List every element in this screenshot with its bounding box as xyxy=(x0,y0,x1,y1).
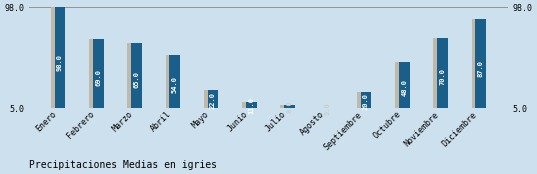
Text: 87.0: 87.0 xyxy=(478,60,484,77)
Bar xyxy=(280,105,291,114)
Bar xyxy=(357,92,368,114)
X-axis label: Precipitaciones Medias en igries: Precipitaciones Medias en igries xyxy=(29,160,217,170)
Text: 11.0: 11.0 xyxy=(248,97,255,114)
Bar xyxy=(242,102,253,114)
Text: 5.0: 5.0 xyxy=(325,102,331,115)
Text: 48.0: 48.0 xyxy=(401,79,408,96)
Text: 20.0: 20.0 xyxy=(363,93,369,110)
Bar xyxy=(93,39,104,114)
Text: 22.0: 22.0 xyxy=(210,92,216,109)
Text: 54.0: 54.0 xyxy=(172,76,178,93)
Bar xyxy=(131,43,142,114)
Bar xyxy=(399,62,410,114)
Text: 69.0: 69.0 xyxy=(95,69,101,86)
Text: 8.0: 8.0 xyxy=(287,101,293,113)
Bar xyxy=(475,19,486,114)
Bar xyxy=(318,108,329,114)
Bar xyxy=(204,90,215,114)
Bar xyxy=(55,7,66,114)
Bar xyxy=(208,90,219,114)
Bar xyxy=(361,92,372,114)
Bar xyxy=(246,102,257,114)
Bar xyxy=(322,108,333,114)
Bar xyxy=(169,55,180,114)
Bar xyxy=(165,55,176,114)
Bar xyxy=(471,19,482,114)
Bar xyxy=(437,38,448,114)
Bar xyxy=(284,105,295,114)
Bar xyxy=(433,38,444,114)
Text: 65.0: 65.0 xyxy=(134,70,140,88)
Bar xyxy=(51,7,62,114)
Text: 98.0: 98.0 xyxy=(57,54,63,71)
Bar xyxy=(89,39,100,114)
Bar xyxy=(127,43,138,114)
Bar xyxy=(395,62,406,114)
Text: 70.0: 70.0 xyxy=(440,68,446,85)
